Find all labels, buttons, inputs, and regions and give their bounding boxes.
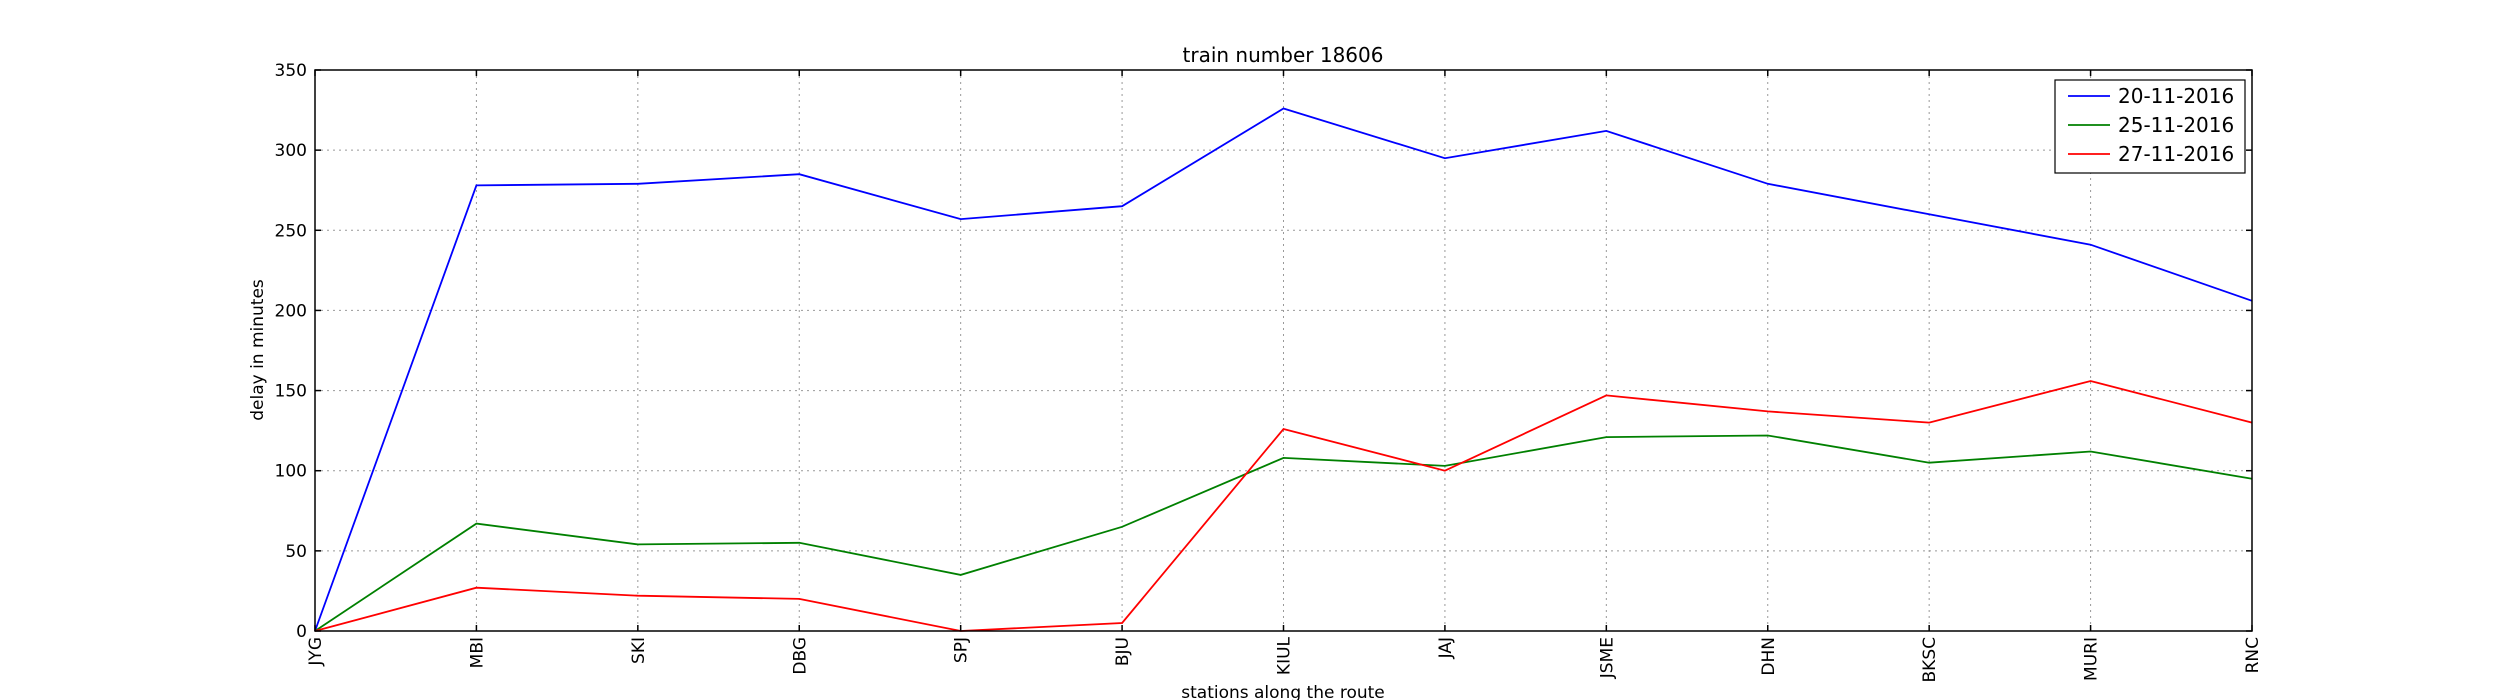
x-tick-label: MURI	[2082, 637, 2102, 681]
x-tick-label: BKSC	[1920, 637, 1940, 682]
y-axis: 0 50 100 150 200 250 300 350	[275, 61, 2252, 642]
x-tick-label: JYG	[306, 637, 326, 667]
series-layer	[314, 107, 2253, 632]
series-line-25-11-2016	[314, 434, 2253, 632]
x-tick-label: BJU	[1113, 637, 1133, 666]
x-tick-label: DHN	[1759, 637, 1779, 676]
y-tick-label: 300	[275, 141, 307, 161]
x-tick-label: KIUL	[1275, 636, 1295, 675]
x-tick-label: JAJ	[1436, 637, 1456, 659]
series-line-20-11-2016	[314, 107, 2253, 632]
x-tick-label: RNC	[2243, 637, 2263, 673]
x-axis-label: stations along the route	[1181, 683, 1385, 700]
y-tick-label: 150	[275, 382, 307, 402]
y-axis-label: delay in minutes	[248, 279, 268, 421]
y-tick-label: 50	[285, 542, 307, 562]
y-tick-label: 250	[275, 221, 307, 241]
legend-entry-label: 27-11-2016	[2118, 142, 2234, 166]
y-tick-label: 200	[275, 301, 307, 321]
x-tick-label: DBG	[790, 637, 810, 675]
x-tick-label: JSME	[1597, 637, 1617, 679]
y-tick-label: 100	[275, 462, 307, 482]
series-line-27-11-2016	[314, 380, 2253, 632]
chart-title: train number 18606	[1183, 43, 1384, 67]
legend-entry-label: 20-11-2016	[2118, 84, 2234, 108]
x-tick-label: MBI	[467, 637, 487, 668]
y-tick-label: 350	[275, 61, 307, 81]
x-tick-label: SPJ	[952, 637, 972, 663]
legend: 20-11-2016 25-11-2016 27-11-2016	[2054, 79, 2246, 174]
legend-entry-label: 25-11-2016	[2118, 113, 2234, 137]
x-tick-label: SKI	[629, 637, 649, 664]
x-axis: JYG MBI SKI DBG SPJ BJU KIUL JAJ JSME DHN BKSC MURI…	[306, 70, 2263, 682]
grid-layer	[315, 70, 2252, 631]
y-tick-label: 0	[296, 622, 307, 642]
